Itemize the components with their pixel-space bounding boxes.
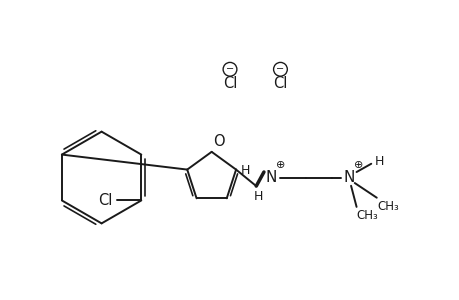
Text: H: H (240, 164, 249, 177)
Text: CH₃: CH₃ (377, 200, 398, 213)
Text: N: N (343, 170, 354, 185)
Text: N: N (265, 170, 276, 185)
Text: H: H (374, 154, 383, 167)
Text: ⊕: ⊕ (275, 160, 285, 170)
Text: ⊕: ⊕ (353, 160, 362, 170)
Text: Cl: Cl (222, 76, 237, 92)
Text: H: H (253, 190, 263, 203)
Text: Cl: Cl (273, 76, 287, 92)
Text: −: − (225, 64, 234, 74)
Text: Cl: Cl (98, 193, 112, 208)
Text: CH₃: CH₃ (356, 209, 377, 222)
Text: O: O (213, 134, 224, 149)
Text: −: − (276, 64, 284, 74)
